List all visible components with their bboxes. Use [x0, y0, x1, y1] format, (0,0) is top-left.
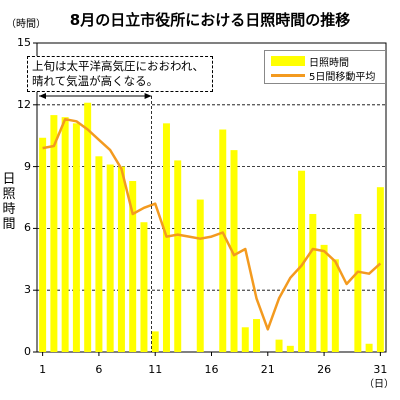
- x-unit-label: （日）: [364, 379, 394, 390]
- legend-item-bar: 日照時間: [271, 54, 349, 69]
- bar-day-15: [196, 199, 204, 352]
- x-tick-label: 26: [317, 363, 332, 376]
- bar-day-6: [95, 156, 103, 352]
- bar-day-24: [298, 170, 306, 352]
- bar-day-3: [61, 117, 69, 352]
- bar-day-19: [241, 327, 249, 352]
- bar-day-5: [84, 102, 92, 353]
- y-tick-label: 0: [24, 345, 31, 358]
- bar-day-13: [174, 160, 182, 352]
- legend-label-line: 5日間移動平均: [309, 71, 376, 83]
- legend: 日照時間 5日間移動平均: [264, 50, 386, 84]
- x-tick-label: 21: [260, 363, 275, 376]
- chart-title: 8月の日立市役所における日照時間の推移: [69, 11, 351, 29]
- y-tick-label: 15: [17, 36, 31, 49]
- bar-day-11: [151, 331, 159, 352]
- x-tick-label: 6: [95, 363, 103, 376]
- bar-day-7: [106, 164, 114, 352]
- bracket-arrow-right: [144, 93, 152, 99]
- bar-day-31: [376, 187, 384, 352]
- x-tick-label: 16: [204, 363, 219, 376]
- y-tick-label: 9: [24, 159, 31, 173]
- bar-day-1: [39, 137, 47, 352]
- bar-day-17: [219, 129, 227, 352]
- bar-day-8: [117, 166, 125, 352]
- y-tick-label: 3: [24, 283, 31, 297]
- legend-item-line: 5日間移動平均: [271, 68, 376, 83]
- bar-day-23: [286, 345, 294, 352]
- bar-day-30: [365, 343, 373, 352]
- legend-swatch-line: [271, 73, 305, 77]
- bar-day-22: [275, 339, 283, 352]
- bar-day-26: [320, 244, 328, 352]
- moving-average-line: [42, 117, 382, 331]
- y-axis-label: 日照時間: [2, 172, 16, 232]
- bar-day-18: [230, 150, 238, 352]
- x-tick-label: 1: [39, 363, 47, 376]
- bar-day-25: [309, 213, 317, 352]
- bar-day-29: [354, 213, 362, 352]
- bracket-arrow-left: [39, 93, 46, 99]
- bar-day-10: [140, 222, 148, 352]
- bar-day-2: [50, 115, 58, 352]
- annotation-box: 上旬は太平洋高気圧におおわれ、晴れて気温が高くなる。: [27, 56, 213, 92]
- bar-day-9: [129, 181, 137, 352]
- legend-swatch-bar: [271, 56, 305, 66]
- x-tick-label: 11: [148, 363, 163, 376]
- legend-label-bar: 日照時間: [309, 57, 349, 69]
- bar-day-4: [72, 123, 80, 352]
- y-unit-label: （時間）: [6, 19, 46, 30]
- x-tick-label: 31: [373, 363, 388, 376]
- bar-day-27: [331, 259, 339, 352]
- y-tick-label: 6: [24, 221, 31, 235]
- y-tick-label: 12: [17, 97, 31, 111]
- bar-day-20: [253, 319, 261, 352]
